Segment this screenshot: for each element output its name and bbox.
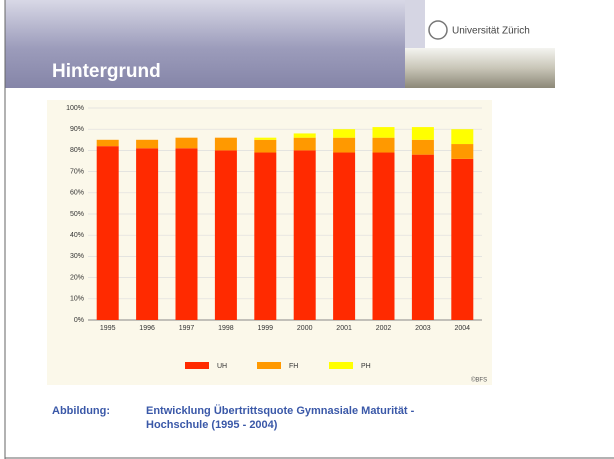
bar-segment [96,146,119,320]
legend-swatch [329,362,353,369]
caption-label: Abbildung: [52,405,110,417]
legend-label: UH [217,363,227,370]
bar-segment [214,150,237,320]
bar-segment [254,152,277,320]
source: ©BFS [471,377,487,384]
y-tick-label: 70% [70,168,84,175]
y-tick-label: 50% [70,211,84,218]
building-photo [405,48,555,88]
bar-segment [451,144,474,159]
bar-segment [411,127,434,140]
y-tick-label: 80% [70,147,84,154]
y-tick-label: 0% [74,317,84,324]
y-tick-label: 30% [70,253,84,260]
bar-segment [214,137,237,151]
bar-segment [293,137,316,151]
bar-segment [175,137,198,149]
bar-segment [254,137,277,140]
bar-segment [254,139,277,153]
x-tick-label: 2000 [297,325,313,332]
bar-segment [411,139,434,155]
bar-segment [175,148,198,320]
header-band [5,0,405,88]
bar-segment [136,139,159,149]
x-tick-label: 2004 [455,325,471,332]
x-tick-label: 2002 [376,325,392,332]
legend-label: FH [289,363,298,370]
x-tick-label: 1998 [218,325,234,332]
bar-segment [411,154,434,320]
x-tick-label: 1997 [179,325,195,332]
slide-title: Hintergrund [52,61,161,82]
bar-segment [372,137,395,153]
x-tick-label: 2001 [336,325,352,332]
y-tick-label: 90% [70,126,84,133]
logo-strip [405,0,425,48]
bar-segment [333,152,356,320]
bar-segment [451,158,474,320]
legend-swatch [257,362,281,369]
bar-segment [96,139,119,147]
bar-segment [293,133,316,138]
x-tick-label: 1996 [139,325,155,332]
x-tick-label: 1995 [100,325,116,332]
bar-segment [333,137,356,153]
y-tick-label: 10% [70,296,84,303]
x-tick-label: 1999 [258,325,274,332]
bar-segment [333,129,356,138]
institution: Universität Zürich [452,26,530,37]
logo-seal [428,20,448,40]
legend-label: PH [361,363,371,370]
bar-segment [136,148,159,320]
bar-segment [372,127,395,138]
y-tick-label: 20% [70,274,84,281]
caption-text: Entwicklung Übertrittsquote Gymnasiale M… [146,404,415,417]
y-tick-label: 40% [70,232,84,239]
legend-swatch [185,362,209,369]
y-tick-label: 60% [70,190,84,197]
bar-segment [451,129,474,145]
x-tick-label: 2003 [415,325,431,332]
bar-segment [293,150,316,320]
bar-segment [372,152,395,320]
caption-text: Hochschule (1995 - 2004) [146,419,278,431]
y-tick-label: 100% [66,105,84,112]
